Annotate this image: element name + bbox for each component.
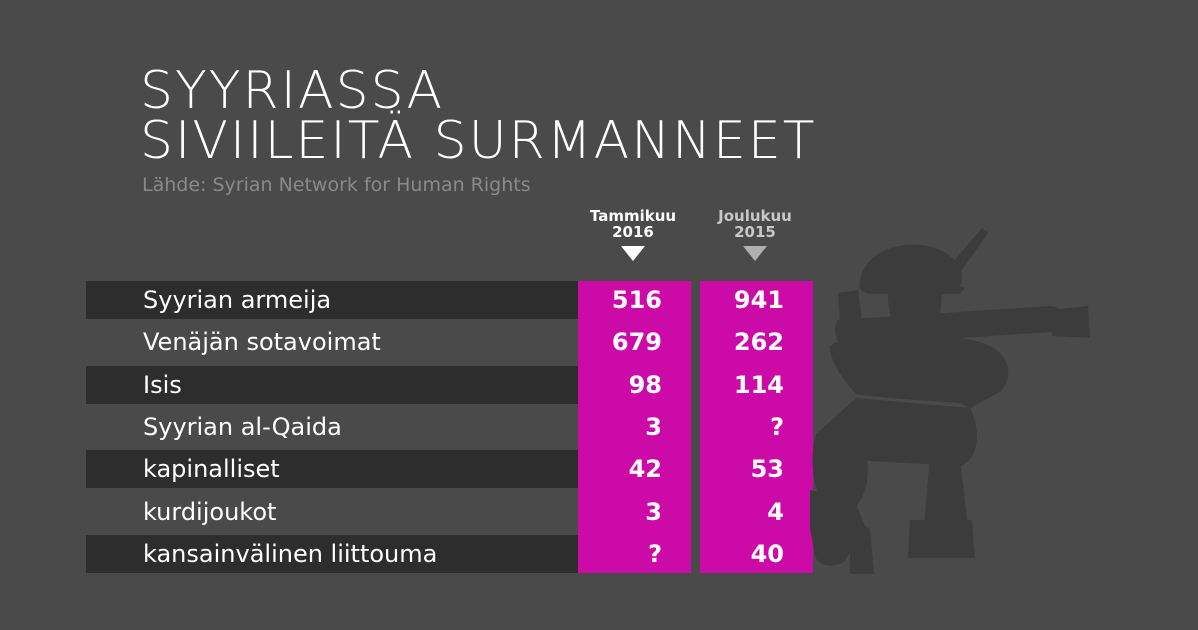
column-header-month: Joulukuu — [718, 207, 792, 225]
column-header-year: 2015 — [734, 223, 776, 241]
row-label: Syyrian armeija — [143, 286, 332, 314]
value-december-2015: ? — [770, 413, 784, 441]
row-band — [86, 281, 616, 319]
row-band — [86, 535, 616, 573]
title-line-1: SYYRIASSA — [140, 61, 445, 121]
value-january-2016: 3 — [645, 498, 662, 526]
value-january-2016: 42 — [628, 455, 662, 483]
row-label: Syyrian al-Qaida — [143, 413, 342, 441]
column-header-december-2015: Joulukuu 2015 — [700, 208, 810, 261]
value-january-2016: 3 — [645, 413, 662, 441]
title-line-2: SIVIILEITÄ SURMANNEET — [140, 111, 817, 171]
column-header-january-2016: Tammikuu 2016 — [578, 208, 688, 261]
column-header-year: 2016 — [612, 223, 654, 241]
value-january-2016: 516 — [611, 286, 662, 314]
value-january-2016: ? — [648, 540, 662, 568]
january-column-highlight — [578, 281, 691, 573]
value-december-2015: 262 — [733, 328, 784, 356]
column-header-month: Tammikuu — [589, 207, 677, 225]
row-label: kansainvälinen liittouma — [143, 540, 438, 568]
value-january-2016: 98 — [628, 371, 662, 399]
value-december-2015: 4 — [767, 498, 784, 526]
down-arrow-icon — [743, 246, 767, 261]
source-note: Lähde: Syrian Network for Human Rights — [142, 174, 531, 196]
row-label: Isis — [143, 371, 182, 399]
row-band — [86, 450, 616, 488]
value-december-2015: 114 — [733, 371, 784, 399]
down-arrow-icon — [621, 246, 645, 261]
value-january-2016: 679 — [611, 328, 662, 356]
value-december-2015: 53 — [750, 455, 784, 483]
row-label: kapinalliset — [143, 455, 280, 483]
row-label: kurdijoukot — [143, 498, 277, 526]
soldier-silhouette-icon — [810, 228, 1090, 574]
row-band — [86, 366, 616, 404]
value-december-2015: 941 — [733, 286, 784, 314]
value-december-2015: 40 — [750, 540, 784, 568]
page-title: SYYRIASSA SIVIILEITÄ SURMANNEET — [140, 61, 817, 171]
december-column-highlight — [700, 281, 813, 573]
row-label: Venäjän sotavoimat — [143, 328, 381, 356]
